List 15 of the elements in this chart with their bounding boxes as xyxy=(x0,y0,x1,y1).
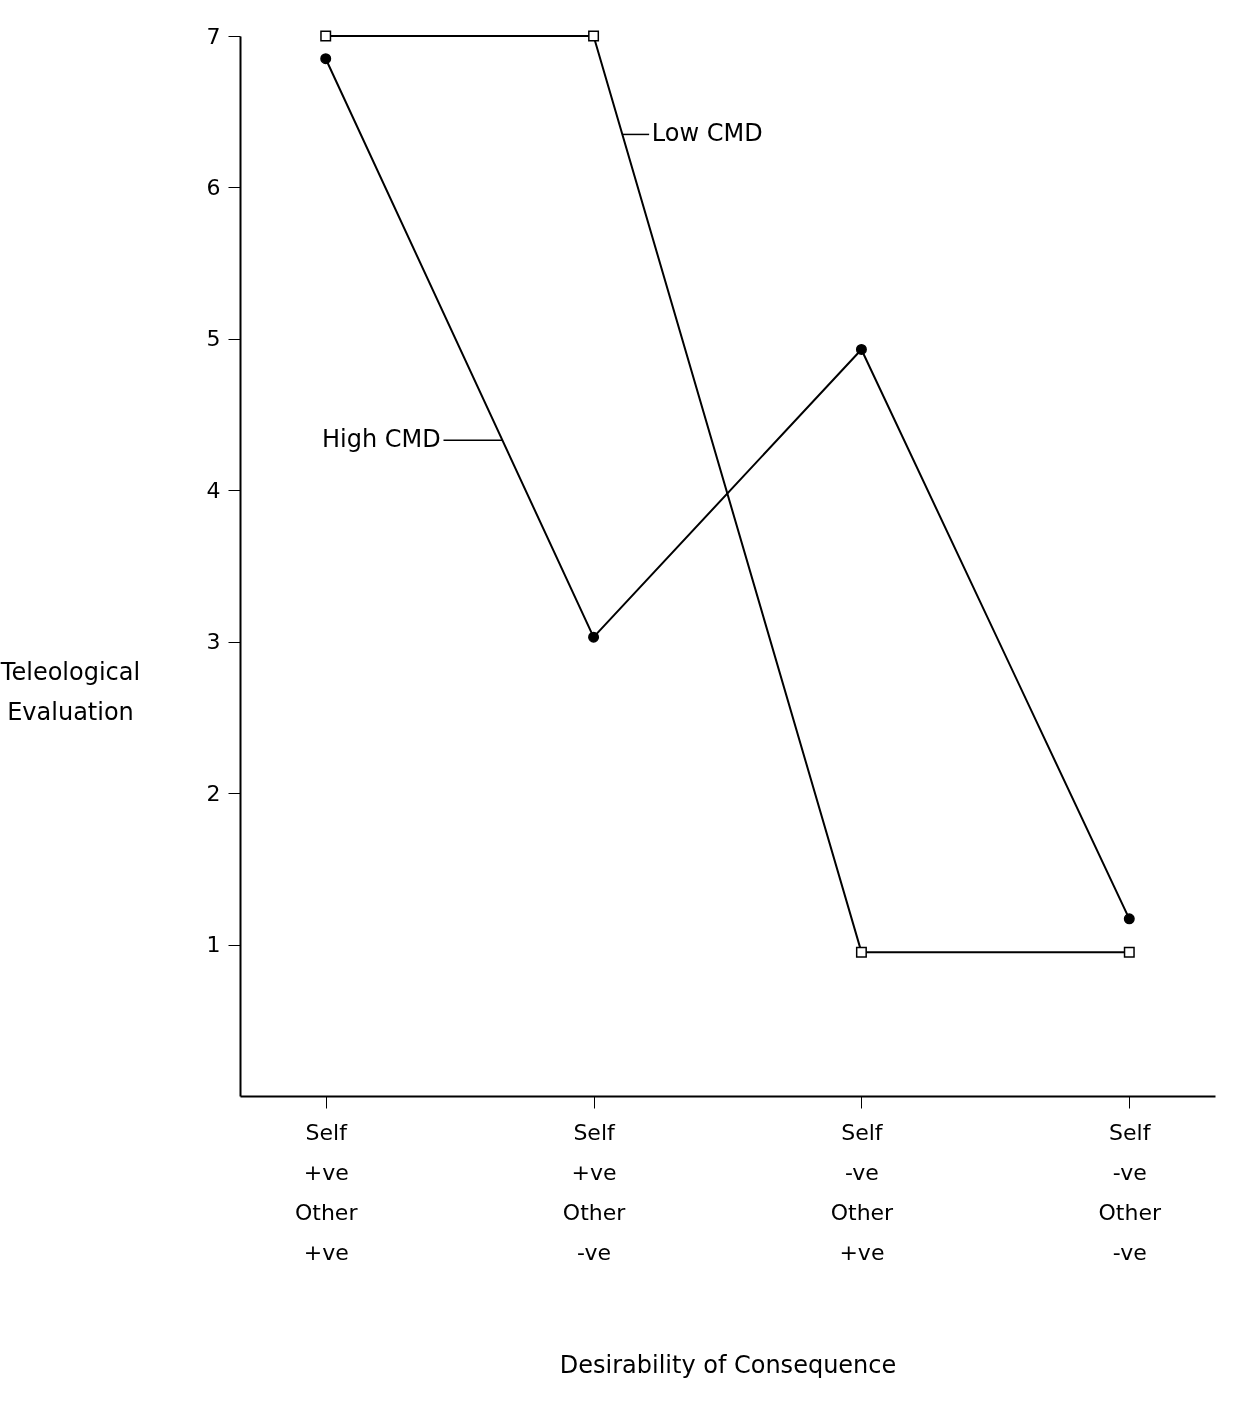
text: High CMD xyxy=(322,425,441,454)
y-axis-title: Teleological Evaluation xyxy=(0,657,141,726)
y-tick-label: 7 xyxy=(206,23,221,49)
y-tick-label: 2 xyxy=(206,780,221,806)
y-tick-label: 1 xyxy=(206,932,221,958)
x-tick-label: Self +ve Other +ve xyxy=(294,1119,359,1265)
y-tick-label: 4 xyxy=(206,477,221,503)
x-axis-title: Desirability of Consequence xyxy=(559,1350,897,1379)
y-tick-label: 6 xyxy=(206,174,221,200)
x-tick-label: Self -ve Other +ve xyxy=(830,1119,895,1265)
legend-label: Low CMD xyxy=(651,119,763,148)
x-tick-label: Self -ve Other -ve xyxy=(1098,1119,1162,1265)
x-tick-label: Self +ve Other -ve xyxy=(562,1119,627,1265)
y-tick-label: 5 xyxy=(206,326,221,352)
y-tick-label: 3 xyxy=(206,629,221,655)
